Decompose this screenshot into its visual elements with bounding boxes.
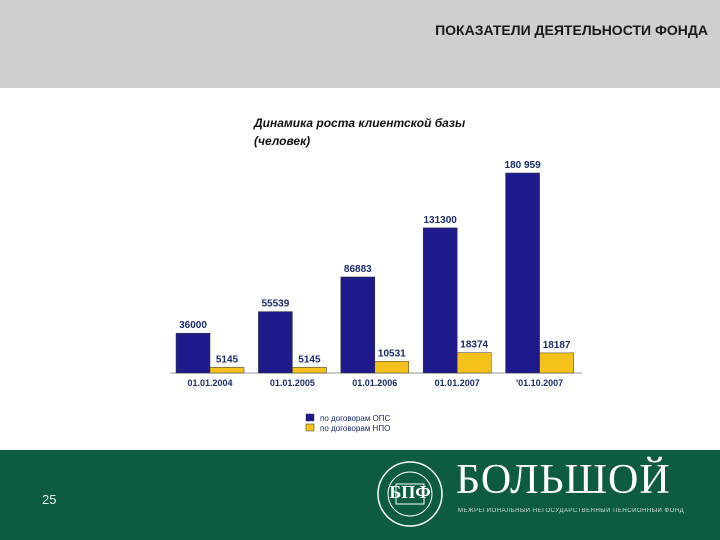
x-tick-label-1: 01.01.2005	[270, 378, 315, 388]
x-tick-label-0: 01.01.2004	[187, 378, 232, 388]
footer-bar: 25 БПФ БОЛЬШОЙ МЕЖРЕГИОНАЛЬНЫЙ НЕГОСУДАР…	[0, 450, 720, 540]
bar-ops-2	[340, 276, 376, 374]
chart-title-line-1: Динамика роста клиентской базы	[254, 116, 466, 130]
chart-title-line-2: (человек)	[254, 134, 311, 148]
legend-label-npo: по договорам НПО	[320, 424, 390, 433]
data-label-ops-0: 36000	[179, 320, 207, 331]
data-label-npo-0: 5145	[216, 354, 239, 365]
data-label-npo-1: 5145	[298, 354, 321, 365]
legend-label-ops: по договорам ОПС	[320, 414, 391, 423]
bar-npo-0	[209, 367, 245, 374]
brand-name: БОЛЬШОЙ	[456, 457, 671, 503]
header-bar: ПОКАЗАТЕЛИ ДЕЯТЕЛЬНОСТИ ФОНДА	[0, 0, 720, 88]
data-label-npo-3: 18374	[460, 340, 488, 351]
bar-ops-1	[258, 311, 293, 374]
bar-npo-3	[456, 352, 492, 374]
data-label-npo-2: 10531	[378, 348, 406, 359]
logo-letters: БПФ	[389, 482, 431, 502]
x-tick-label-2: 01.01.2006	[352, 378, 397, 388]
data-label-ops-2: 86883	[344, 264, 372, 275]
bar-chart: 36000 5145 01.01.2004 55539 5145 01.01.2005 86…	[170, 160, 582, 433]
logo-emblem-icon	[377, 461, 443, 527]
chart-title: Динамика роста клиентской базы (человек)	[254, 114, 554, 150]
page-number: 25	[42, 492, 57, 507]
bar-ops-4	[505, 172, 540, 374]
bar-ops-3	[422, 227, 458, 374]
data-label-npo-4: 18187	[543, 340, 571, 351]
data-label-ops-1: 55539	[261, 299, 289, 310]
bar-npo-4	[539, 352, 574, 374]
x-tick-label-3: 01.01.2007	[435, 378, 480, 388]
bar-npo-2	[374, 361, 410, 374]
bar-npo-1	[292, 367, 327, 374]
legend-swatch-ops	[305, 413, 315, 422]
data-label-ops-4: 180 959	[505, 160, 542, 171]
brand-subtitle: МЕЖРЕГИОНАЛЬНЫЙ НЕГОСУДАРСТВЕННЫЙ ПЕНСИО…	[458, 508, 685, 514]
data-label-ops-3: 131300	[424, 215, 458, 226]
page-title: ПОКАЗАТЕЛИ ДЕЯТЕЛЬНОСТИ ФОНДА	[435, 22, 708, 38]
bar-ops-0	[175, 332, 211, 374]
x-tick-label-4: '01.10.2007	[516, 378, 563, 388]
legend-swatch-npo	[305, 423, 315, 432]
fund-logo: БПФ	[376, 460, 444, 528]
